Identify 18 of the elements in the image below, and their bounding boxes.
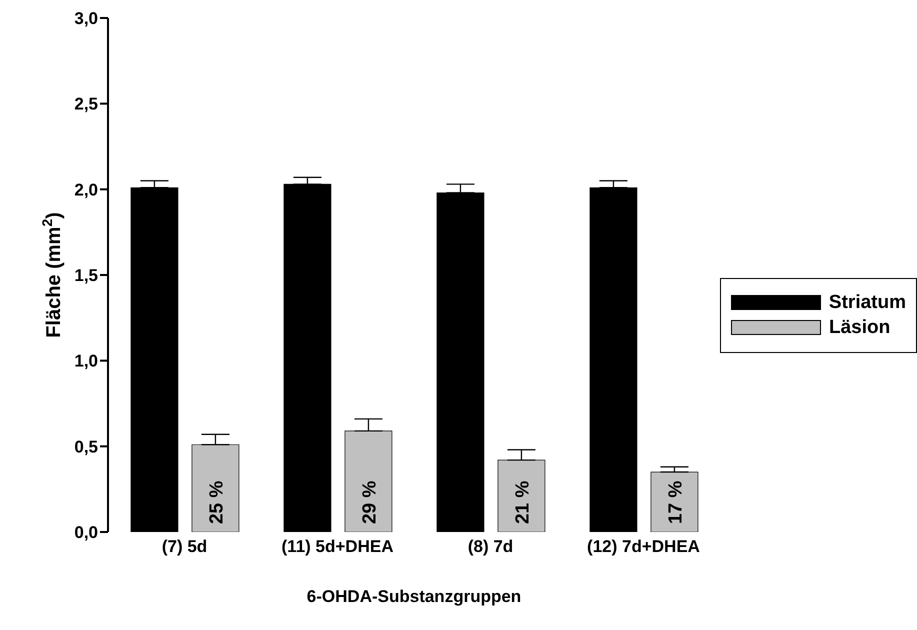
x-tick-label: (12) 7d+DHEA <box>587 537 700 556</box>
y-tick-label: 2,0 <box>74 180 98 200</box>
annotation: 17 % <box>665 480 686 524</box>
x-tick-label: (7) 5d <box>162 537 208 556</box>
legend-label: Striatum <box>828 292 906 314</box>
y-tick-label: 0,0 <box>74 523 98 542</box>
annotation: 29 % <box>359 480 380 524</box>
x-axis-title: 6-OHDA-Substanzgruppen <box>306 587 522 606</box>
legend-label: Läsion <box>828 316 892 338</box>
y-tick-label: 3,0 <box>74 9 98 28</box>
y-tick-label: 2,5 <box>74 94 98 114</box>
x-tick-label: (11) 5d+DHEA <box>282 537 394 556</box>
annotation: 25 % <box>206 480 228 524</box>
y-tick-label: 0,5 <box>74 437 98 456</box>
y-tick-label: 1,0 <box>74 352 98 371</box>
x-tick-label: (8) 7d <box>468 537 514 556</box>
annotation: 21 % <box>512 480 534 524</box>
y-tick-label: 1,5 <box>74 266 98 286</box>
